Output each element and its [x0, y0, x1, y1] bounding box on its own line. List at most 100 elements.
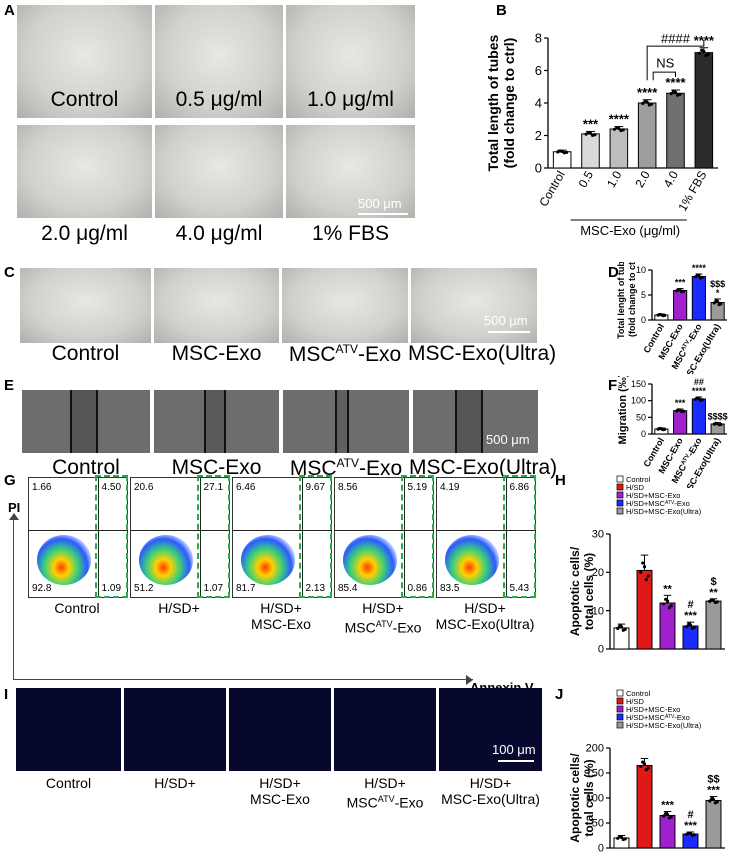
data-point [642, 565, 647, 569]
data-point [717, 303, 721, 307]
data-point [661, 314, 665, 318]
micrograph-control [17, 5, 152, 118]
quadrant-v-line [301, 478, 303, 597]
scratch-atv [283, 390, 409, 453]
flow-caption: H/SD+ [158, 600, 200, 616]
data-point [641, 760, 645, 764]
y-axis-label: Apoptotic cells/ [568, 753, 582, 843]
y-tick-label: 50 [636, 412, 646, 422]
data-point [710, 796, 714, 801]
micrograph-2-0 [17, 125, 152, 218]
quadrant-v-line [403, 478, 405, 597]
apoptosis-gate [400, 475, 434, 598]
y-tick-label: 150 [586, 768, 604, 780]
y-tick-label: 2 [535, 128, 542, 143]
bar [609, 128, 629, 169]
y-tick-label: 100 [586, 793, 604, 805]
significance-label: **** [665, 75, 686, 90]
category-label: 0.5 [576, 168, 597, 190]
y-tick-label: 200 [586, 743, 604, 755]
data-point [714, 299, 718, 303]
data-point [621, 837, 625, 842]
bar [691, 398, 706, 435]
quadrant-ur-value: 9.67 [305, 482, 326, 493]
significance-label: $$$$ [708, 412, 728, 422]
significance-label: **** [692, 263, 707, 273]
y-axis-label: total cells (%) [582, 759, 596, 836]
y-axis-label: total cells (%) [582, 553, 596, 630]
legend-swatch [616, 499, 624, 507]
chart-b: 0 2 4 6 8 Total length of tubes (fold change t… [485, 30, 718, 238]
data-point [639, 570, 643, 574]
data-point [687, 831, 691, 835]
caption-e-mscexo: MSC-Exo [171, 456, 262, 479]
data-point [676, 93, 680, 97]
data-point [558, 149, 562, 153]
significance-label: $ [710, 576, 716, 588]
data-point [713, 600, 717, 605]
bar [659, 602, 676, 650]
stain-control [16, 688, 121, 771]
data-point [690, 626, 694, 630]
quadrant-h-line [131, 530, 229, 532]
legend-label: H/SD [626, 483, 645, 492]
significance-label: *** [684, 610, 698, 622]
significance-label: $$$ [710, 279, 725, 289]
caption-c-atv: MSCATV-Exo [288, 342, 402, 366]
data-point [695, 273, 699, 277]
significance-label: *** [707, 785, 721, 797]
flow-plot: 20.6 27.1 51.2 1.07 [130, 477, 230, 598]
y-tick-label: 0 [535, 160, 542, 175]
caption-fbs: 1% FBS [311, 222, 390, 245]
bracket-2 [652, 71, 676, 81]
data-point [664, 811, 668, 816]
arrow-up-icon [9, 513, 19, 520]
bar [613, 837, 630, 849]
significance-label: *** [675, 278, 686, 288]
legend-label: H/SD+MSC-Exo(Ultra) [626, 721, 702, 730]
quadrant-ll-value: 92.8 [32, 583, 52, 594]
y-tick-label: 0 [641, 315, 646, 325]
caption-e-atv: MSCATV-Exo [289, 456, 403, 480]
caption-c-ultra: MSC-Exo(Ultra) [408, 342, 557, 365]
data-point [641, 561, 645, 565]
legend-label: Control [626, 689, 651, 698]
legend-swatch [616, 705, 624, 713]
data-point [680, 290, 684, 294]
significance-label: **** [609, 112, 630, 127]
micrograph-c-mscexo [154, 268, 279, 343]
y-tick-label: 6 [535, 63, 542, 78]
category-label: 1.0 [604, 168, 625, 190]
legend-label: H/SD [626, 697, 645, 706]
micrograph-0-5 [155, 5, 283, 118]
y-axis-label: Apoptotic cells/ [568, 546, 582, 636]
panel-label-i: I [4, 686, 9, 703]
bar [705, 800, 722, 849]
y-tick-label: 0 [598, 843, 604, 855]
stain-caption: H/SD+ [154, 775, 196, 791]
caption-control: Control [50, 88, 119, 111]
data-point [704, 53, 708, 58]
panel-label-b: B [496, 2, 507, 19]
stain-atv [334, 688, 436, 771]
y-tick-label: 0 [598, 644, 604, 656]
data-point [687, 622, 691, 626]
data-point [562, 151, 566, 155]
bar [673, 290, 688, 321]
quadrant-ur-value: 6.86 [509, 482, 530, 493]
stain-caption: Control [45, 775, 92, 791]
quadrant-lr-value: 1.09 [101, 583, 122, 594]
data-point [717, 423, 721, 427]
bracket-1 [646, 39, 705, 81]
data-point [708, 799, 712, 803]
stain-mscexo [229, 688, 331, 771]
bar [666, 92, 685, 169]
significance-label: ## [694, 377, 704, 387]
y-tick-label: 100 [631, 396, 646, 406]
data-point [698, 398, 703, 402]
data-point [616, 626, 620, 630]
data-point [662, 602, 666, 606]
data-point [615, 126, 619, 130]
bar [682, 833, 699, 849]
